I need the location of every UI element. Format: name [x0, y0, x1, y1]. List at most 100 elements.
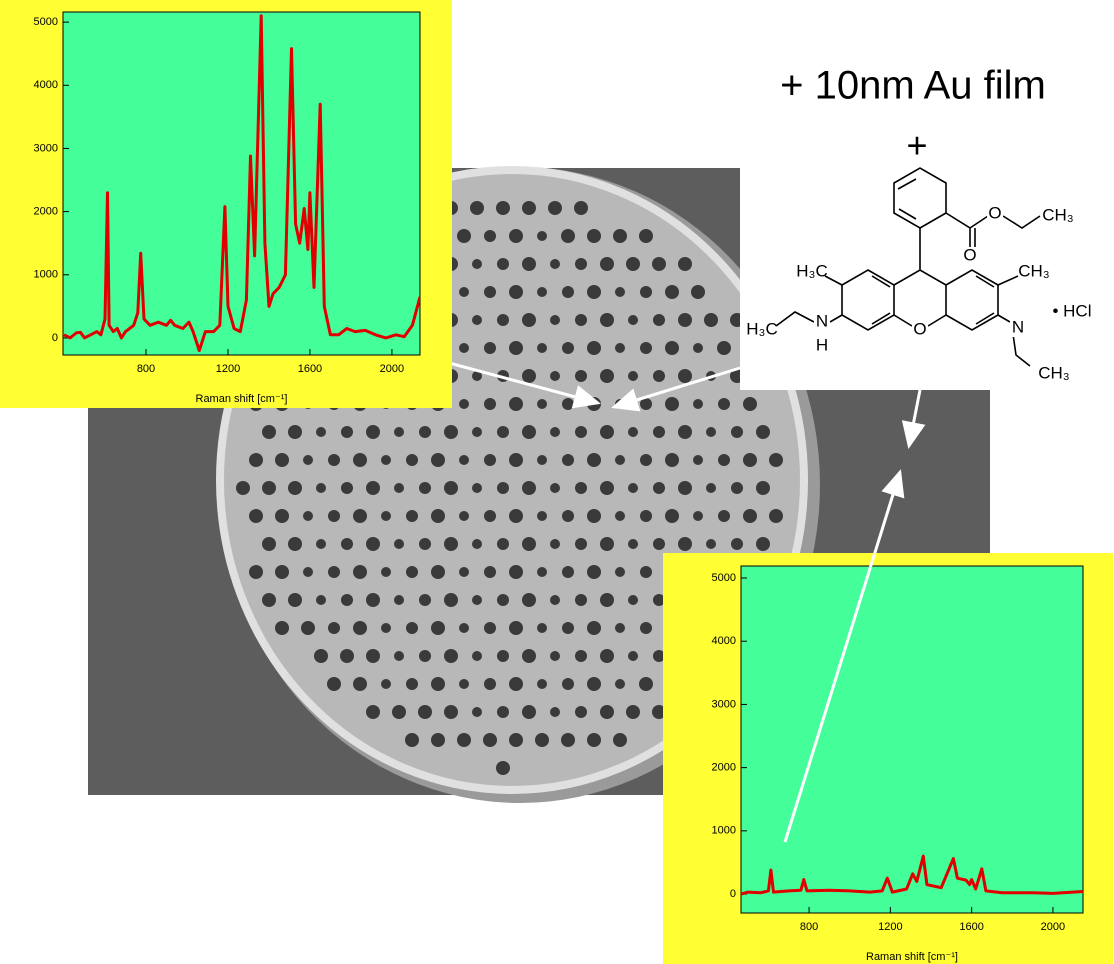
pore [537, 231, 547, 241]
pore [693, 455, 703, 465]
pore [522, 593, 536, 607]
pore [537, 455, 547, 465]
label-bg [754, 321, 770, 339]
atom-label: CH₃ [1018, 261, 1049, 280]
atom-label: H₃C [796, 261, 827, 280]
pore [406, 678, 418, 690]
pore [561, 733, 575, 747]
pore [316, 427, 326, 437]
atom-label: O [913, 319, 926, 338]
pore [288, 537, 302, 551]
pore [562, 454, 574, 466]
pore [600, 593, 614, 607]
pore [756, 537, 770, 551]
pore [615, 287, 625, 297]
pore [522, 313, 536, 327]
pore [327, 677, 341, 691]
pore [366, 705, 380, 719]
pore [303, 455, 313, 465]
pore [509, 509, 523, 523]
atom-label: • HCl [1052, 301, 1091, 320]
pore [628, 539, 638, 549]
pore [431, 621, 445, 635]
pore [262, 537, 276, 551]
pore [522, 425, 536, 439]
label-bg [1010, 319, 1026, 337]
plus-sign: + [906, 125, 927, 166]
pore [288, 425, 302, 439]
pore [718, 454, 730, 466]
pore [731, 538, 743, 550]
atom-label: CH₃ [1038, 363, 1069, 382]
pore [484, 566, 496, 578]
pore [457, 229, 471, 243]
pore [575, 482, 587, 494]
pore [472, 651, 482, 661]
pore [587, 341, 601, 355]
pore [743, 453, 757, 467]
pore [706, 427, 716, 437]
pore [316, 539, 326, 549]
pore [575, 370, 587, 382]
pore [459, 399, 469, 409]
pore [615, 455, 625, 465]
pore [691, 285, 705, 299]
pore [587, 677, 601, 691]
arrow [611, 366, 741, 412]
pore [693, 511, 703, 521]
pore [756, 481, 770, 495]
pore [459, 567, 469, 577]
pore [316, 595, 326, 605]
pore [472, 427, 482, 437]
pore [406, 622, 418, 634]
y-tick-label: 2000 [34, 206, 58, 218]
pore [587, 285, 601, 299]
pore [600, 425, 614, 439]
pore [615, 343, 625, 353]
label-bg [987, 205, 1003, 223]
arrow [783, 469, 905, 843]
pore [394, 427, 404, 437]
pore [497, 650, 509, 662]
pore [562, 678, 574, 690]
pore [472, 595, 482, 605]
pore [587, 453, 601, 467]
x-axis-label: Raman shift [cm⁻¹] [866, 951, 958, 963]
pore [288, 593, 302, 607]
pore [640, 622, 652, 634]
pore [353, 621, 367, 635]
pore [262, 425, 276, 439]
pore [600, 705, 614, 719]
pore [275, 509, 289, 523]
x-tick-label: 1200 [878, 921, 902, 933]
pore [444, 537, 458, 551]
pore [472, 371, 482, 381]
pore [628, 595, 638, 605]
pore [484, 230, 496, 242]
pore [381, 455, 391, 465]
pore [550, 651, 560, 661]
pore [472, 259, 482, 269]
pore [484, 342, 496, 354]
pore [731, 426, 743, 438]
chart: 0 1000 2000 3000 4000 5000 800 1200 1600 2000 Rama… [663, 553, 1113, 964]
pore [509, 677, 523, 691]
x-tick-label: 800 [137, 363, 155, 375]
pore [419, 426, 431, 438]
pore [522, 201, 536, 215]
pore [537, 623, 547, 633]
pore [640, 510, 652, 522]
pore [613, 733, 627, 747]
pore [613, 229, 627, 243]
pore [381, 679, 391, 689]
pore [550, 707, 560, 717]
pore [743, 509, 757, 523]
atom-label: H₃C [746, 319, 777, 338]
atom-label: N [816, 311, 828, 330]
label-bg [1046, 365, 1062, 383]
pore [562, 622, 574, 634]
pore [575, 594, 587, 606]
pore [628, 651, 638, 661]
pore [497, 258, 509, 270]
pore [537, 399, 547, 409]
